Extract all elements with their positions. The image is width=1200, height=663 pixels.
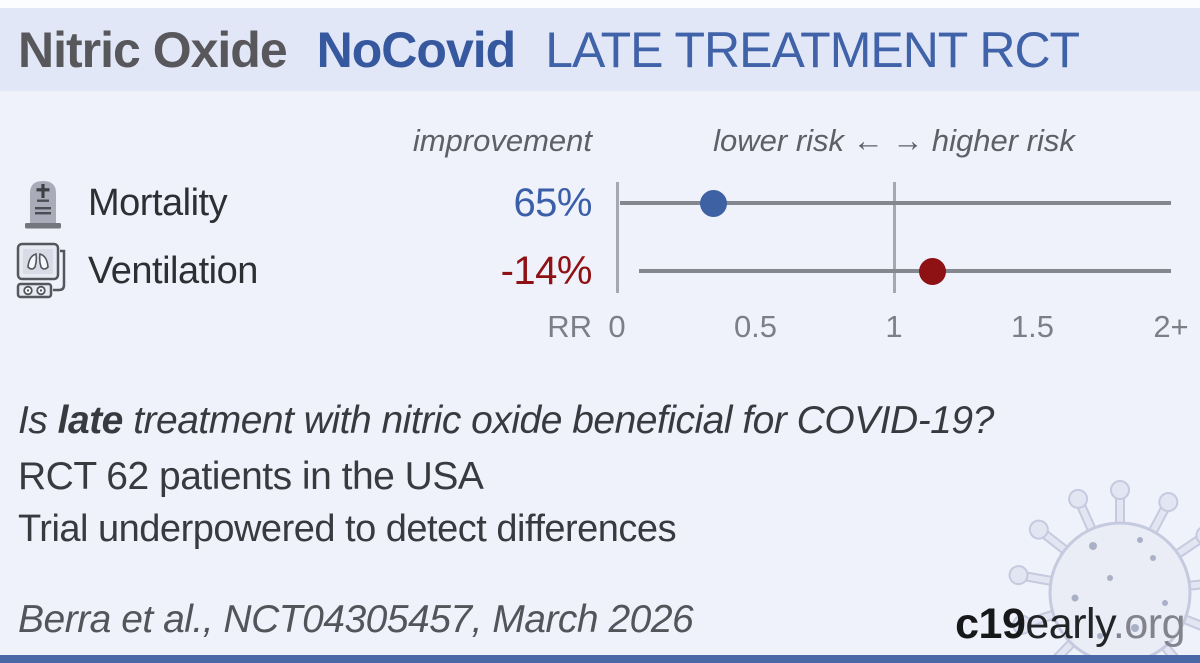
question-bold-word: late (57, 399, 124, 442)
x-axis-label: RR (547, 309, 592, 344)
ci-line-ventilation (639, 269, 1171, 273)
outcome-label-mortality: Mortality (88, 181, 228, 224)
question-line: Is late treatment with nitric oxide bene… (18, 399, 994, 443)
axis-tick-label: 1 (885, 309, 903, 344)
question-suffix: treatment with nitric oxide beneficial f… (122, 399, 994, 442)
ventilator-icon (14, 242, 72, 300)
logo-part-org: .org (1112, 600, 1186, 648)
top-strip (0, 0, 1200, 8)
bottom-accent-bar (0, 655, 1200, 663)
study-note-line: Trial underpowered to detect differences (18, 508, 677, 550)
study-name: NoCovid (316, 21, 517, 78)
axis-tick-label: 0.5 (733, 309, 778, 344)
risk-direction-header: lower risk ← → higher risk (713, 123, 1075, 158)
effect-dot-mortality (700, 189, 728, 217)
improvement-column-header: improvement (412, 123, 592, 158)
axis-tick-label: 1.5 (1010, 309, 1055, 344)
axis-zero-line (615, 182, 619, 293)
improvement-value-mortality: 65% (513, 181, 592, 225)
reference-line-rr1 (892, 182, 896, 293)
axis-tick-label: 2+ (1153, 309, 1189, 344)
axis-tick-label: 0 (608, 309, 626, 344)
outcome-row-ventilation: Ventilation (14, 242, 258, 300)
effect-dot-ventilation (919, 257, 947, 285)
question-prefix: Is (18, 399, 58, 442)
site-logo: c19early.org (955, 600, 1185, 649)
outcome-row-mortality: Mortality (14, 175, 228, 231)
logo-part-c19: c19 (955, 600, 1026, 648)
ci-line-mortality (619, 201, 1171, 205)
header-subtitle: LATE TREATMENT RCT (545, 21, 1080, 78)
improvement-value-ventilation: -14% (500, 249, 593, 293)
header: Nitric Oxide NoCovid LATE TREATMENT RCT (0, 8, 1200, 91)
outcome-label-ventilation: Ventilation (88, 249, 258, 292)
study-summary-line: RCT 62 patients in the USA (18, 455, 484, 498)
citation: Berra et al., NCT04305457, March 2026 (18, 598, 694, 641)
treatment-name: Nitric Oxide (18, 21, 288, 78)
tombstone-icon (14, 176, 72, 230)
logo-part-early: early (1025, 600, 1113, 648)
